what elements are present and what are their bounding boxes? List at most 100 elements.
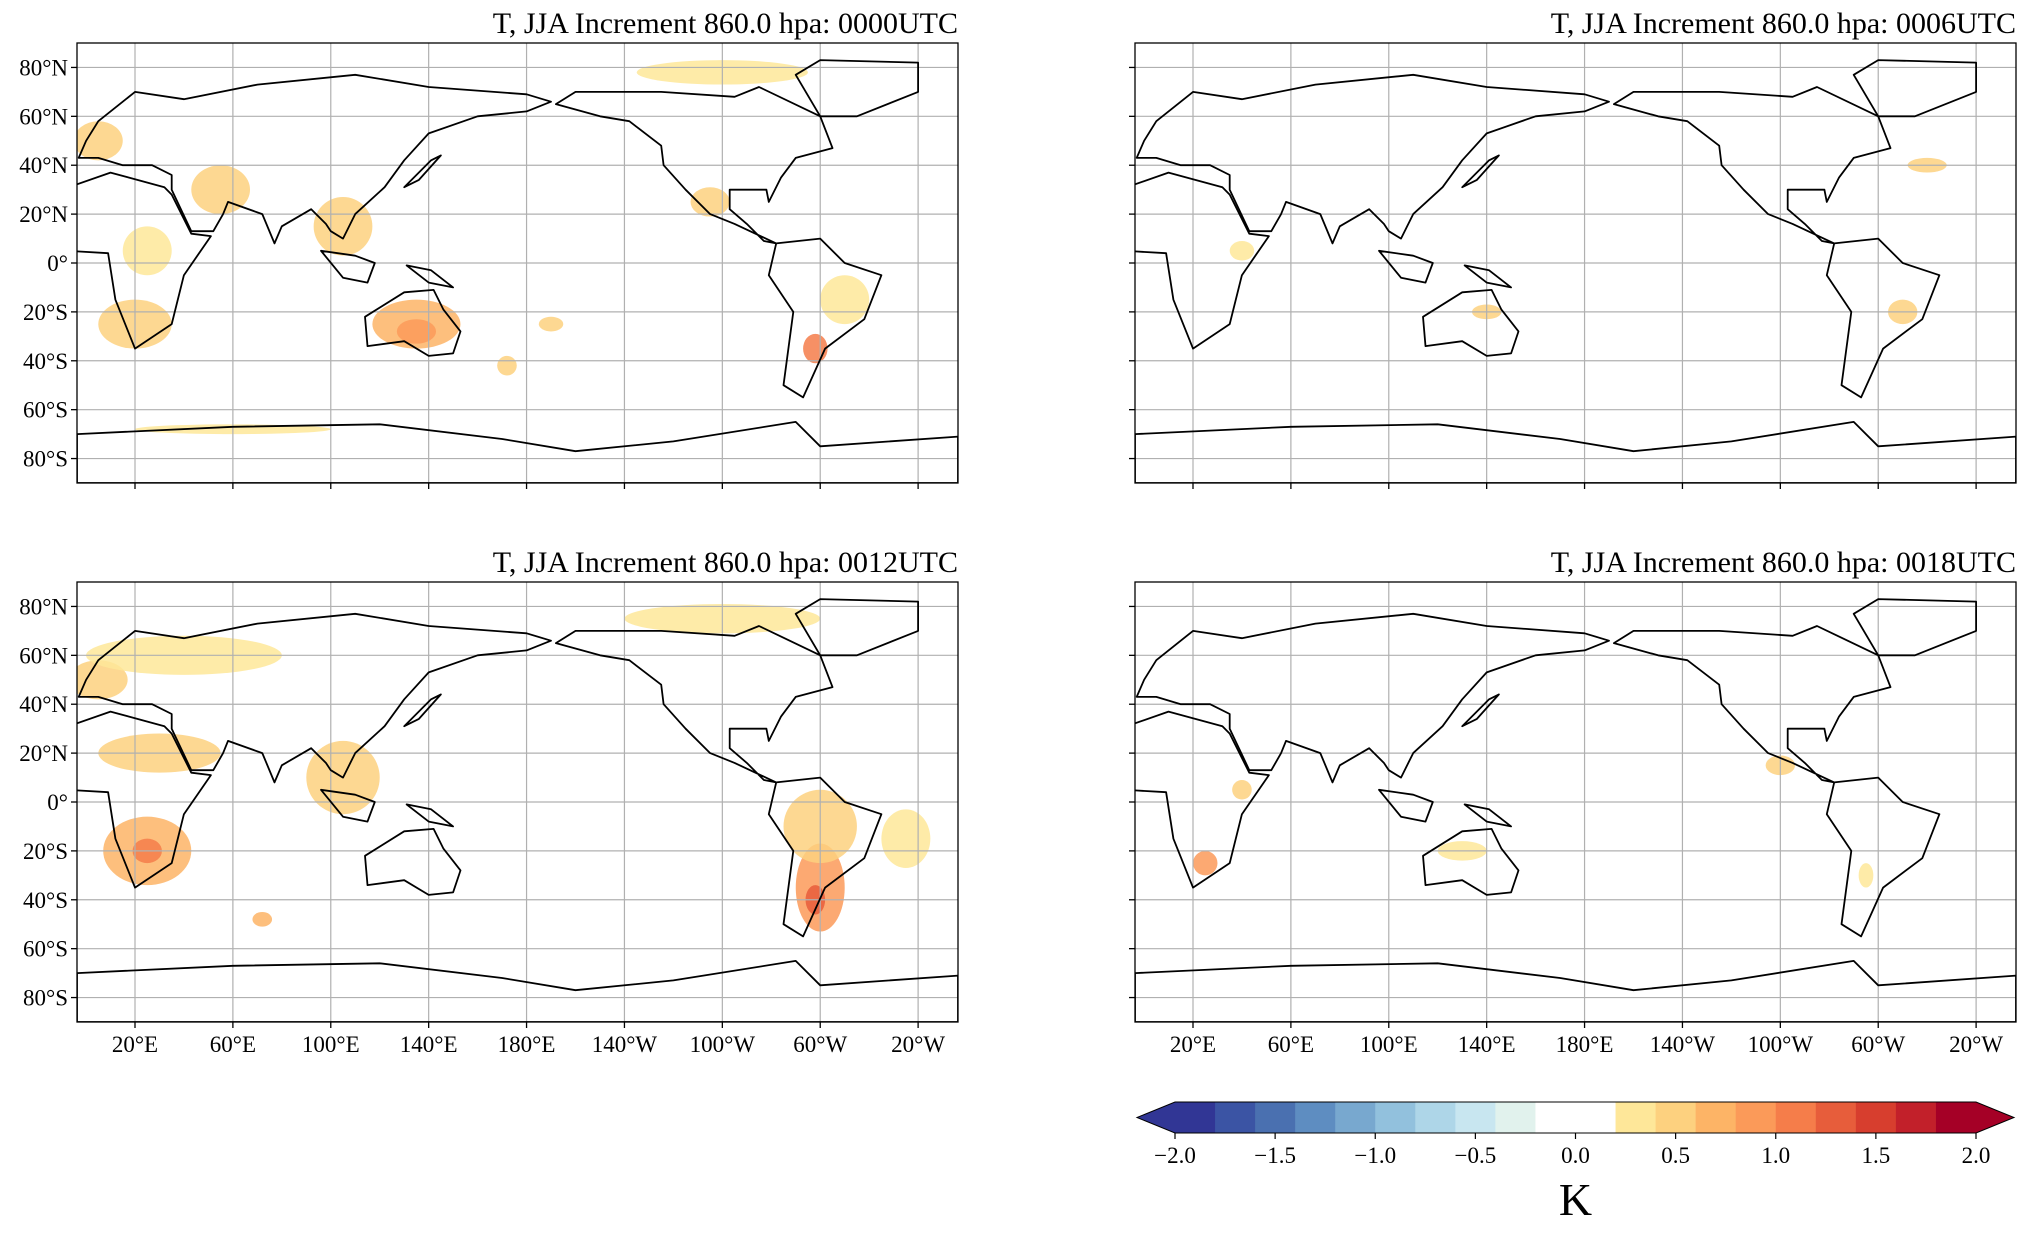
lon-tick-label: 60°W	[793, 1032, 847, 1057]
increment-area	[803, 333, 828, 364]
colorbar-box	[1335, 1102, 1376, 1133]
colorbar-box	[1495, 1102, 1536, 1133]
colorbar-box	[1935, 1102, 1977, 1133]
coastline	[320, 249, 376, 284]
coastline	[1135, 171, 1270, 350]
coastline	[1422, 289, 1520, 357]
lat-tick-label: 60°N	[19, 104, 68, 129]
colorbar-label: K	[1559, 1174, 1592, 1225]
colorbar-box	[1215, 1102, 1256, 1133]
map-content	[1135, 43, 2016, 483]
colorbar-tick-label: 1.5	[1862, 1143, 1891, 1168]
lon-tick-label: 100°W	[1748, 1032, 1814, 1057]
coastline	[1135, 421, 2016, 483]
lon-tick-label: 60°E	[210, 1032, 256, 1057]
lon-tick-label: 100°E	[302, 1032, 360, 1057]
lat-tick-label: 80°S	[23, 986, 68, 1011]
coastline	[405, 264, 454, 289]
colorbar-box	[1455, 1102, 1496, 1133]
increment-area	[881, 809, 931, 869]
lat-tick-label: 20°N	[19, 202, 68, 227]
colorbar-box	[1615, 1102, 1657, 1133]
lat-tick-label: 80°S	[23, 447, 68, 472]
colorbar-tick-label: −0.5	[1455, 1143, 1497, 1168]
coastline	[403, 154, 442, 189]
coastline	[364, 828, 462, 896]
increment-area	[538, 316, 564, 332]
increment-area	[497, 355, 517, 376]
coastline	[77, 710, 212, 889]
coastline	[77, 421, 958, 483]
coastline	[1135, 710, 1270, 889]
lat-tick-label: 20°S	[23, 300, 68, 325]
colorbar-box	[1695, 1102, 1737, 1133]
lat-tick-label: 40°N	[19, 153, 68, 178]
coastline	[405, 803, 454, 828]
lon-tick-label: 140°E	[1458, 1032, 1516, 1057]
lat-tick-label: 0°	[47, 251, 68, 276]
coastline	[403, 693, 442, 728]
panel-title: T, JJA Increment 860.0 hpa: 0000UTC	[493, 7, 958, 40]
lon-tick-label: 140°W	[592, 1032, 658, 1057]
increment-area	[690, 187, 730, 217]
colorbar-box	[1535, 1102, 1576, 1133]
coastline	[1852, 59, 1977, 118]
coastline	[1378, 788, 1434, 823]
map-content	[1135, 582, 2016, 1022]
map-panel: T, JJA Increment 860.0 hpa: 0000UTC 80°N 6…	[19, 7, 959, 489]
coastline	[1135, 612, 1610, 784]
colorbar-tick-label: −2.0	[1154, 1143, 1196, 1168]
increment-area	[820, 275, 870, 325]
lon-tick-label: 60°W	[1851, 1032, 1905, 1057]
colorbar-box	[1375, 1102, 1416, 1133]
coastline	[794, 598, 919, 657]
increment-area	[77, 121, 123, 161]
lat-tick-label: 80°N	[19, 594, 68, 619]
coastline	[794, 59, 919, 118]
coastline	[1825, 237, 1941, 399]
map-panel: T, JJA Increment 860.0 hpa: 0018UTC 20°E 6…	[1129, 546, 2017, 1057]
coastline	[77, 612, 552, 784]
coastline	[77, 960, 958, 1022]
colorbar-box	[1895, 1102, 1937, 1133]
lon-tick-label: 180°E	[498, 1032, 556, 1057]
lon-tick-label: 20°E	[112, 1032, 158, 1057]
coastline	[1135, 960, 2016, 1022]
lon-tick-label: 20°W	[891, 1032, 945, 1057]
colorbar-box	[1415, 1102, 1456, 1133]
lat-tick-label: 20°S	[23, 839, 68, 864]
increment-area	[191, 165, 251, 215]
coastline	[555, 86, 834, 245]
colorbar-box	[1655, 1102, 1697, 1133]
increment-area	[396, 319, 437, 344]
colorbar-over	[1976, 1102, 2014, 1133]
coastline	[364, 289, 462, 357]
lon-tick-label: 140°W	[1650, 1032, 1716, 1057]
coastline	[1422, 828, 1520, 896]
panel-title: T, JJA Increment 860.0 hpa: 0018UTC	[1551, 546, 2016, 579]
colorbar-tick-label: 0.5	[1661, 1143, 1690, 1168]
colorbar-box	[1855, 1102, 1897, 1133]
lon-tick-label: 20°E	[1170, 1032, 1216, 1057]
lat-tick-label: 40°S	[23, 349, 68, 374]
lon-tick-label: 20°W	[1949, 1032, 2003, 1057]
coastline	[1613, 625, 1892, 784]
lat-tick-label: 40°N	[19, 692, 68, 717]
lat-tick-label: 20°N	[19, 741, 68, 766]
coastline	[767, 776, 883, 938]
lon-tick-label: 140°E	[400, 1032, 458, 1057]
map-content	[77, 582, 958, 1022]
increment-area	[1858, 863, 1874, 888]
colorbar-box	[1175, 1102, 1216, 1133]
lat-tick-label: 40°S	[23, 888, 68, 913]
increment-area	[1232, 780, 1252, 800]
colorbar: −2.0 −1.5 −1.0 −0.5 0.0 0.5 1.0 1.5 2.0 K	[1135, 1101, 2016, 1225]
colorbar-box	[1255, 1102, 1296, 1133]
colorbar-tick-label: −1.5	[1254, 1143, 1296, 1168]
colorbar-tick-label: 0.0	[1561, 1143, 1590, 1168]
coastline	[77, 171, 212, 350]
coastline	[1135, 73, 1610, 245]
colorbar-under	[1137, 1102, 1175, 1133]
colorbar-tick-label: 2.0	[1962, 1143, 1991, 1168]
